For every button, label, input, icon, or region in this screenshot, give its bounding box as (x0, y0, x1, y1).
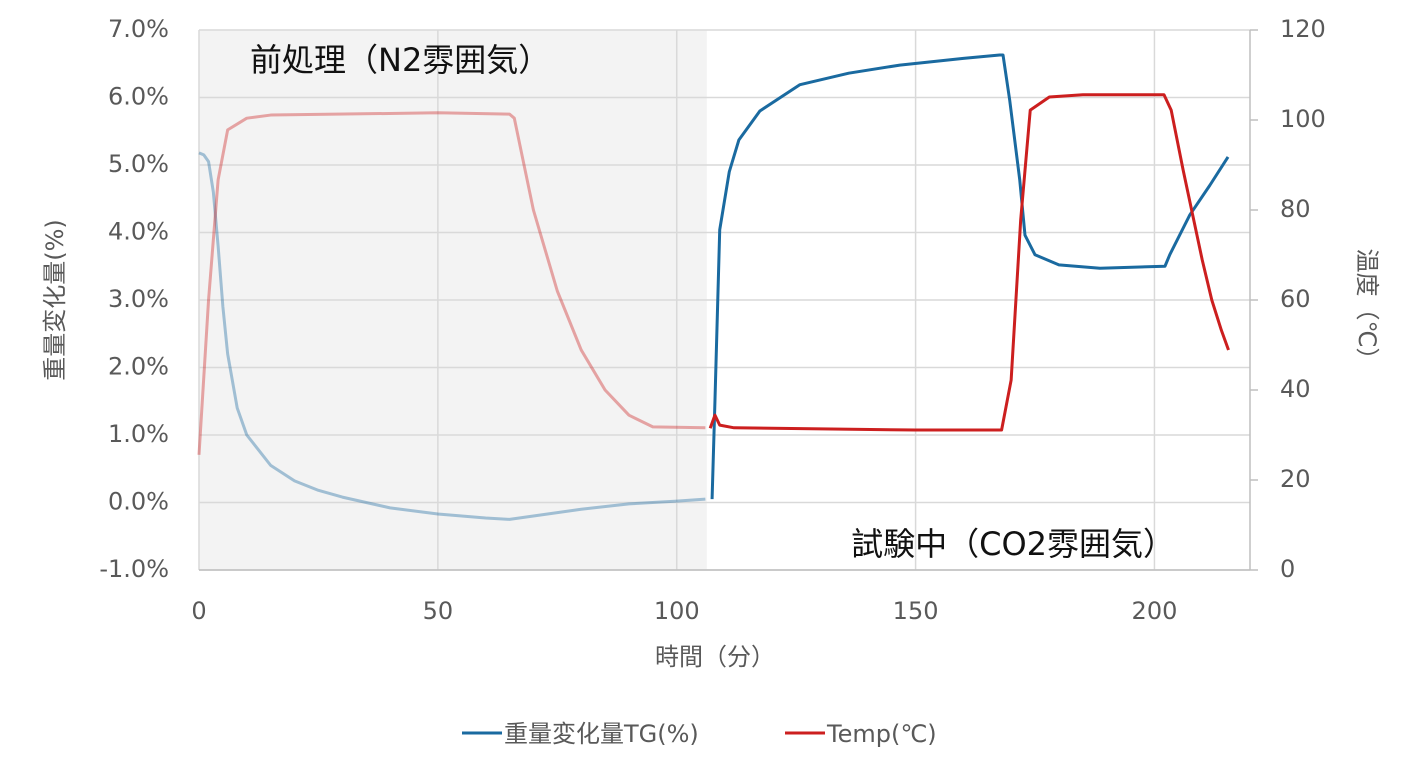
legend-label: Temp(℃) (826, 720, 937, 748)
y-tick-label: 7.0% (108, 15, 169, 43)
x-tick-label: 150 (893, 597, 939, 625)
annotation: 前処理（N2雰囲気） (250, 41, 550, 79)
y-tick-label: 3.0% (108, 285, 169, 313)
y-tick-label: 6.0% (108, 83, 169, 111)
series-line (198, 151, 706, 521)
series-line (708, 93, 1230, 432)
y2-tick-label: 0 (1280, 555, 1295, 583)
y2-tick-label: 100 (1280, 105, 1326, 133)
y-tick-label: -1.0% (99, 555, 169, 583)
y-tick-label: 1.0% (108, 420, 169, 448)
y-tick-label: 2.0% (108, 353, 169, 381)
y-tick-label: 0.0% (108, 488, 169, 516)
series-line (710, 53, 1230, 500)
y2-tick-label: 40 (1280, 375, 1311, 403)
x-tick-label: 0 (191, 597, 206, 625)
x-tick-label: 200 (1132, 597, 1178, 625)
y-axis-title: 重量変化量(%) (41, 219, 69, 381)
y-tick-label: 4.0% (108, 218, 169, 246)
annotation: 試験中（CO2雰囲気） (851, 525, 1175, 563)
y2-tick-label: 60 (1280, 285, 1311, 313)
y2-tick-label: 80 (1280, 195, 1311, 223)
x-tick-label: 50 (423, 597, 454, 625)
y2-tick-label: 120 (1280, 15, 1326, 43)
y2-tick-label: 20 (1280, 465, 1311, 493)
legend-label: 重量変化量TG(%) (504, 720, 699, 748)
y2-axis-title: 温度（℃） (1353, 249, 1381, 372)
y-tick-label: 5.0% (108, 150, 169, 178)
x-axis-title: 時間（分） (655, 643, 775, 671)
series-line (197, 111, 706, 455)
x-tick-label: 100 (654, 597, 700, 625)
